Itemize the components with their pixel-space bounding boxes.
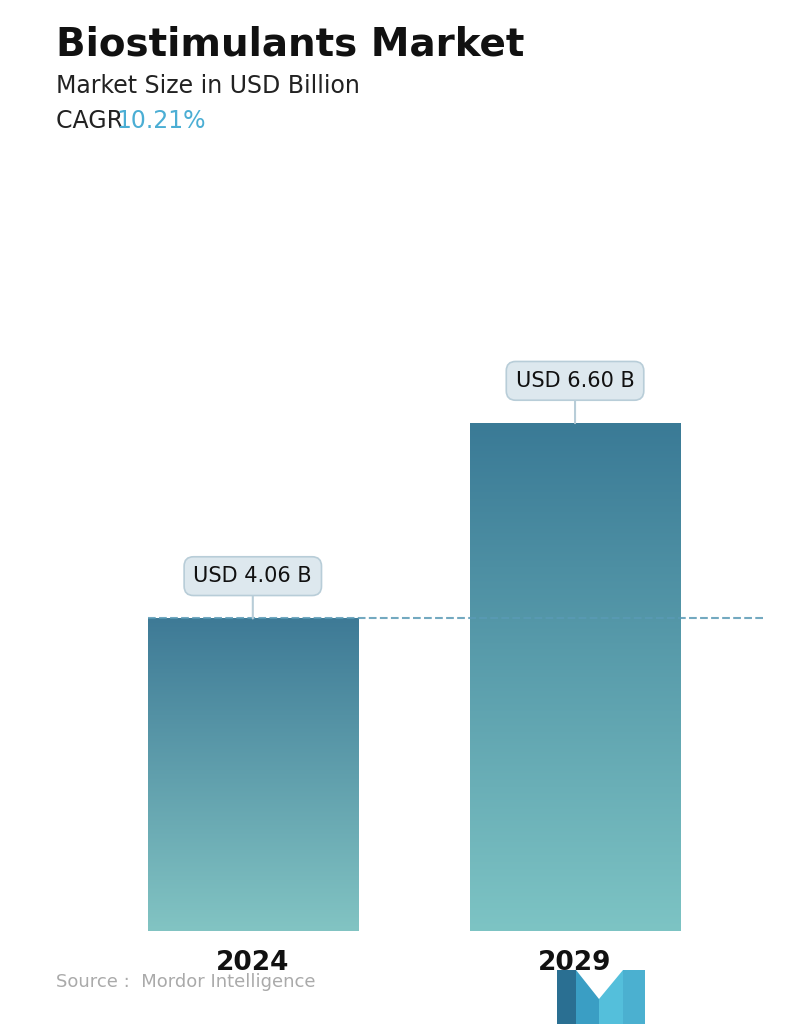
Text: USD 4.06 B: USD 4.06 B: [193, 567, 312, 618]
Polygon shape: [557, 970, 576, 1024]
Text: Source :  Mordor Intelligence: Source : Mordor Intelligence: [56, 973, 315, 991]
Text: Biostimulants Market: Biostimulants Market: [56, 26, 524, 64]
Text: CAGR: CAGR: [56, 109, 138, 132]
Text: USD 6.60 B: USD 6.60 B: [516, 371, 634, 423]
Text: 10.21%: 10.21%: [116, 109, 205, 132]
Polygon shape: [576, 970, 599, 1024]
Polygon shape: [622, 970, 645, 1024]
Text: Market Size in USD Billion: Market Size in USD Billion: [56, 74, 360, 98]
Polygon shape: [599, 970, 622, 1024]
